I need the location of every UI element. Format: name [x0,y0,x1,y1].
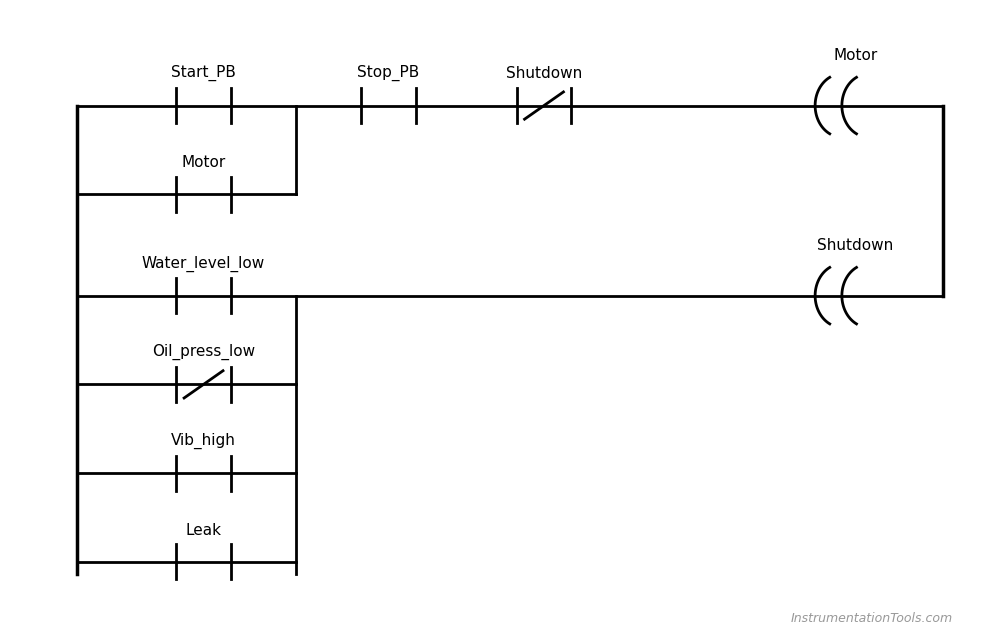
Text: Leak: Leak [185,523,222,538]
Text: Stop_PB: Stop_PB [357,65,420,82]
Text: Water_level_low: Water_level_low [142,256,265,272]
Text: Oil_press_low: Oil_press_low [152,344,255,360]
Text: Shutdown: Shutdown [506,67,582,82]
Text: Shutdown: Shutdown [817,238,894,253]
Text: Vib_high: Vib_high [171,433,236,449]
Text: Start_PB: Start_PB [171,65,236,82]
Text: Motor: Motor [181,155,226,170]
Text: Motor: Motor [833,48,877,63]
Text: InstrumentationTools.com: InstrumentationTools.com [791,612,953,625]
